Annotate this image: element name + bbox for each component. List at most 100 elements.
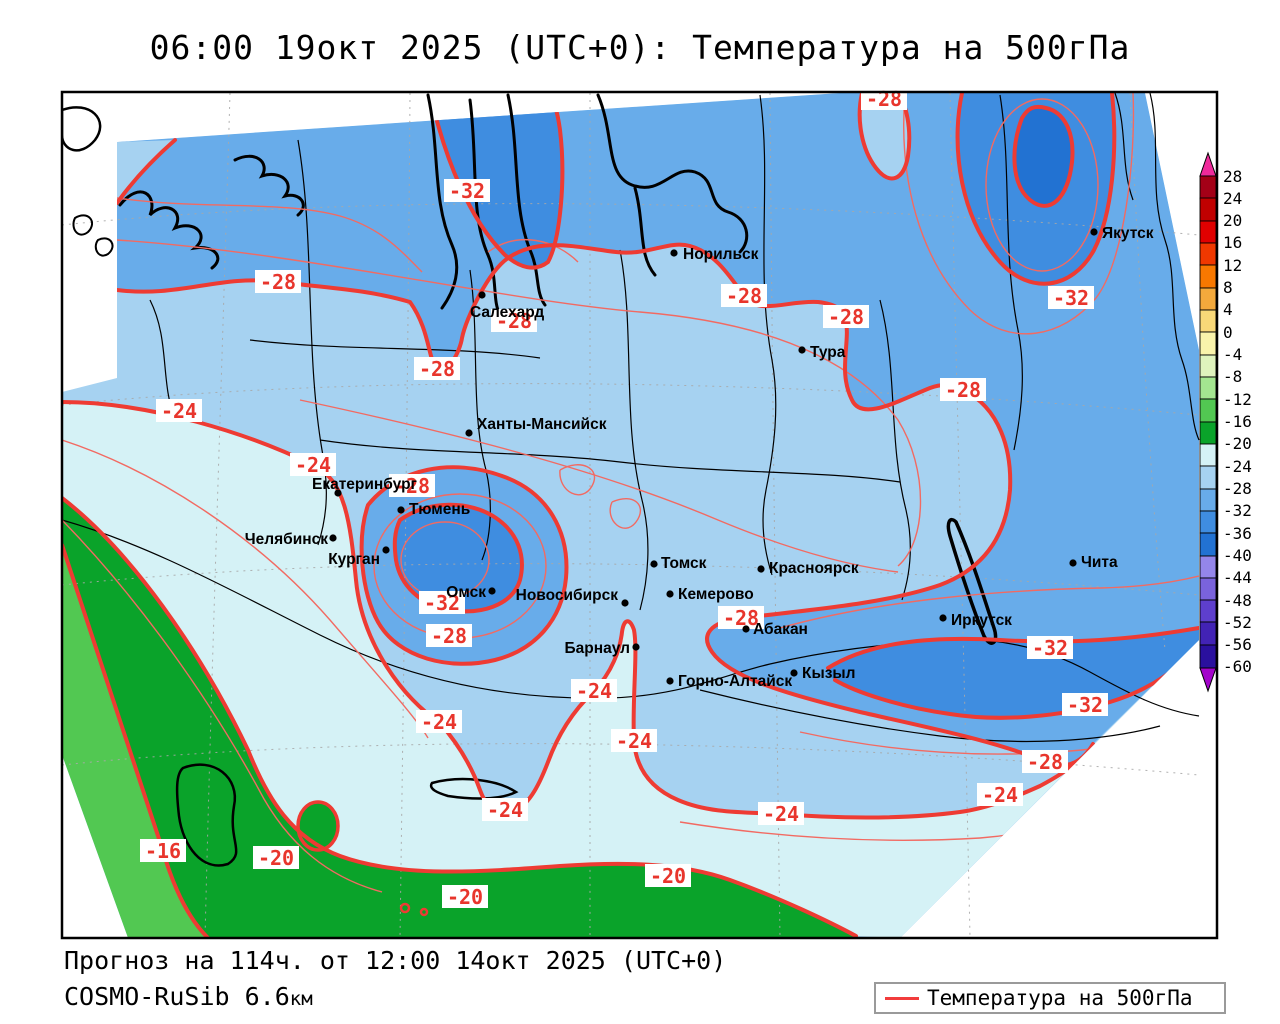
svg-text:-48: -48 xyxy=(1223,591,1252,610)
isotherm-label: -28 xyxy=(414,357,460,381)
svg-text:8: 8 xyxy=(1223,278,1233,297)
svg-text:-28: -28 xyxy=(260,270,296,294)
isotherm-label: -32 xyxy=(444,179,490,203)
svg-text:Норильск: Норильск xyxy=(683,246,759,263)
svg-text:Тура: Тура xyxy=(810,344,846,361)
svg-text:Омск: Омск xyxy=(446,584,486,601)
city-dot xyxy=(757,565,765,573)
svg-text:-24: -24 xyxy=(982,783,1018,807)
svg-text:Челябинск: Челябинск xyxy=(245,531,328,548)
isotherm-label: -24 xyxy=(482,798,528,822)
city-tura: Тура xyxy=(798,344,846,361)
svg-text:-32: -32 xyxy=(1032,636,1068,660)
svg-text:-8: -8 xyxy=(1223,367,1242,386)
model-name: COSMO-RuSib 6.6 xyxy=(64,982,290,1011)
svg-text:-20: -20 xyxy=(447,885,483,909)
isotherm-label: -32 xyxy=(1048,286,1094,310)
model-resolution-unit: км xyxy=(289,988,313,1010)
city-dot xyxy=(1090,228,1098,236)
city-dot xyxy=(650,560,658,568)
city-dot xyxy=(621,599,629,607)
city-omsk: Омск xyxy=(446,584,496,601)
svg-text:-40: -40 xyxy=(1223,546,1252,565)
city-abakan: Абакан xyxy=(742,621,808,638)
svg-text:-32: -32 xyxy=(424,591,460,615)
isotherm-label: -20 xyxy=(442,885,488,909)
svg-text:-24: -24 xyxy=(763,802,799,826)
city-markers: Норильск Салехард Якутск Тура Ханты-Манс… xyxy=(245,225,1154,690)
svg-text:Горно-Алтайск: Горно-Алтайск xyxy=(678,673,792,690)
city-yakutsk: Якутск xyxy=(1090,225,1154,242)
isotherm-label: -28 xyxy=(718,606,764,630)
city-tyumen: Тюмень xyxy=(397,501,470,518)
svg-text:-44: -44 xyxy=(1223,568,1252,587)
city-dot xyxy=(632,643,640,651)
isotherm-line-sample-icon xyxy=(885,996,919,1000)
svg-text:-28: -28 xyxy=(1027,750,1063,774)
isotherm-label: -28 xyxy=(823,305,869,329)
legend-box: Температура на 500гПа xyxy=(874,982,1226,1014)
isotherm-label: -28 xyxy=(721,284,767,308)
svg-text:-24: -24 xyxy=(576,679,612,703)
isotherm-label: -20 xyxy=(645,864,691,888)
svg-text:-32: -32 xyxy=(1067,693,1103,717)
isotherm-label: -20 xyxy=(253,846,299,870)
city-dot xyxy=(397,506,405,514)
colorbar-tick-labels: 28 24 20 16 12 8 4 0 -4 -8 -12 -16 -20 -… xyxy=(1223,167,1252,676)
svg-text:-28: -28 xyxy=(1223,479,1252,498)
svg-text:Ханты-Мансийск: Ханты-Мансийск xyxy=(477,416,607,433)
forecast-info-line: Прогноз на 114ч. от 12:00 14окт 2025 (UT… xyxy=(64,946,727,975)
svg-text:Кызыл: Кызыл xyxy=(802,665,856,682)
svg-text:-28: -28 xyxy=(496,309,532,333)
svg-text:-20: -20 xyxy=(650,864,686,888)
svg-text:Чита: Чита xyxy=(1081,554,1118,571)
svg-text:Красноярск: Красноярск xyxy=(769,560,859,577)
svg-text:Кемерово: Кемерово xyxy=(678,586,754,603)
isotherm-label: -24 xyxy=(977,783,1023,807)
isotherm-label: -28 xyxy=(1022,750,1068,774)
svg-text:Курган: Курган xyxy=(328,551,380,568)
city-dot xyxy=(488,587,496,595)
svg-text:-12: -12 xyxy=(1223,390,1252,409)
svg-text:-20: -20 xyxy=(258,846,294,870)
svg-text:-28: -28 xyxy=(726,284,762,308)
svg-text:-32: -32 xyxy=(1223,501,1252,520)
isotherm-label: -28 xyxy=(426,624,472,648)
city-kyzyl: Кызыл xyxy=(790,665,856,682)
model-info-line: COSMO-RuSib 6.6км xyxy=(64,982,313,1011)
isotherms-thin xyxy=(62,93,1199,893)
city-dot xyxy=(382,546,390,554)
city-dot xyxy=(666,677,674,685)
svg-text:24: 24 xyxy=(1223,189,1242,208)
isotherm-label: -32 xyxy=(419,591,465,615)
svg-text:12: 12 xyxy=(1223,256,1242,275)
city-dot xyxy=(939,614,947,622)
svg-text:-28: -28 xyxy=(419,357,455,381)
svg-text:-36: -36 xyxy=(1223,524,1252,543)
svg-text:16: 16 xyxy=(1223,233,1242,252)
city-barnaul: Барнаул xyxy=(565,640,640,657)
isotherm-label: -28 xyxy=(255,270,301,294)
city-kemerovo: Кемерово xyxy=(666,586,754,603)
city-dot xyxy=(790,669,798,677)
svg-text:-32: -32 xyxy=(449,179,485,203)
city-dot xyxy=(334,489,342,497)
svg-text:4: 4 xyxy=(1223,300,1233,319)
svg-text:-52: -52 xyxy=(1223,613,1252,632)
temperature-colorbar: 28 24 20 16 12 8 4 0 -4 -8 -12 -16 -20 -… xyxy=(1199,151,1252,693)
svg-text:-24: -24 xyxy=(487,798,523,822)
city-krasnoyarsk: Красноярск xyxy=(757,560,859,577)
city-irkutsk: Иркутск xyxy=(939,612,1012,629)
svg-text:-4: -4 xyxy=(1223,345,1242,364)
page-title: 06:00 19окт 2025 (UTC+0): Температура на… xyxy=(149,28,1131,67)
isotherm-label: -24 xyxy=(156,399,202,423)
svg-text:-56: -56 xyxy=(1223,635,1252,654)
svg-text:Барнаул: Барнаул xyxy=(565,640,630,657)
city-kurgan: Курган xyxy=(328,546,390,568)
svg-text:-28: -28 xyxy=(828,305,864,329)
city-khanty-mansiysk: Ханты-Мансийск xyxy=(465,416,607,437)
svg-text:Екатеринбург: Екатеринбург xyxy=(312,476,418,493)
svg-text:-24: -24 xyxy=(161,399,197,423)
